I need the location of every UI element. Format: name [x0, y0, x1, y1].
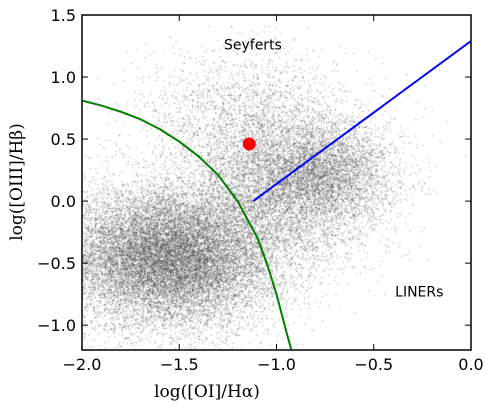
x-tick-label: 0.0	[458, 355, 483, 374]
annotation-seyferts: Seyferts	[224, 38, 282, 54]
classification-lines	[82, 40, 471, 350]
highlight-marker-layer	[242, 137, 256, 151]
y-tick-label: 1.0	[51, 68, 76, 87]
y-tick-label: −1.0	[37, 316, 76, 335]
y-tick-label: −0.5	[37, 254, 76, 273]
y-tick-label: 1.5	[51, 6, 76, 25]
x-tick-label: −1.5	[160, 355, 199, 374]
axis-ticks: −2.0 −1.5 −1.0 −0.5 0.0 −1.0 −0.5 0.0 0.5 1.0 1.5	[37, 6, 484, 374]
x-tick-label: −0.5	[354, 355, 393, 374]
y-tick-label: 0.5	[51, 130, 76, 149]
demarcation-curve	[82, 99, 293, 350]
annotation-liners: LINERs	[395, 285, 443, 301]
x-tick-label: −2.0	[63, 355, 102, 374]
x-axis-label: log([OI]/Hα)	[154, 382, 260, 402]
highlight-point	[242, 137, 256, 151]
x-tick-label: −1.0	[257, 355, 296, 374]
y-axis-label: log([OIII]/Hβ)	[7, 123, 27, 241]
y-tick-label: 0.0	[51, 192, 76, 211]
seyfert-liner-line	[252, 40, 471, 202]
